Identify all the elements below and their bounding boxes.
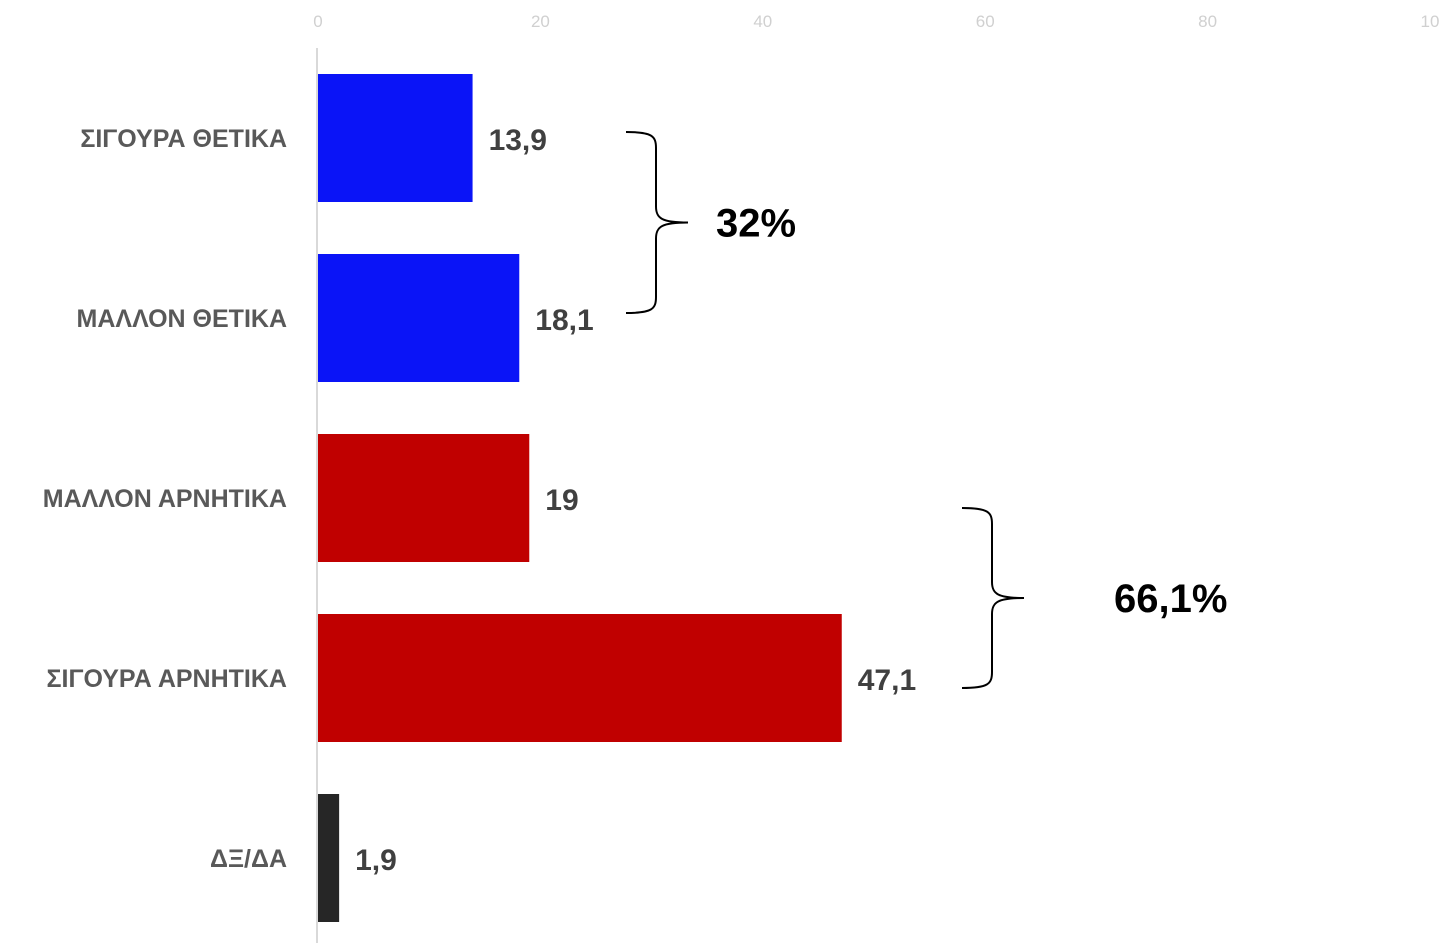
x-tick-label: 40 <box>753 12 772 31</box>
bar <box>318 794 340 922</box>
brace <box>961 507 1025 689</box>
group-total-label: 32% <box>716 202 796 246</box>
value-labels: 13,9 18,1 19 47,1 1,9 <box>355 124 916 877</box>
category-label: ΔΞ/ΔΑ <box>210 845 287 873</box>
bar <box>318 434 530 562</box>
group-total-label: 66,1% <box>1114 577 1227 621</box>
x-tick-label: 60 <box>976 12 995 31</box>
brace <box>625 131 689 314</box>
category-label: ΣΙΓΟΥΡΑ ΑΡΝΗΤΙΚΑ <box>47 665 287 693</box>
x-tick-label: 10 <box>1421 12 1439 31</box>
bar <box>318 614 842 742</box>
bar <box>318 254 520 382</box>
data-label: 19 <box>545 484 578 517</box>
x-tick-label: 0 <box>313 12 322 31</box>
bar <box>318 74 473 202</box>
group-annotations: 32% 66,1% <box>625 131 1227 689</box>
data-label: 1,9 <box>355 844 397 877</box>
data-label: 13,9 <box>489 124 547 157</box>
category-label: ΣΙΓΟΥΡΑ ΘΕΤΙΚΑ <box>80 125 287 153</box>
bars <box>318 74 842 922</box>
x-tick-label: 20 <box>531 12 550 31</box>
category-labels: ΣΙΓΟΥΡΑ ΘΕΤΙΚΑ ΜΑΛΛΟΝ ΘΕΤΙΚΑ ΜΑΛΛΟΝ ΑΡΝΗΤΙ… <box>43 125 287 873</box>
x-axis-ticks: 0 20 40 60 80 10 <box>313 12 1439 31</box>
data-label: 47,1 <box>858 664 916 697</box>
data-label: 18,1 <box>535 304 593 337</box>
category-label: ΜΑΛΛΟΝ ΘΕΤΙΚΑ <box>77 305 287 333</box>
category-label: ΜΑΛΛΟΝ ΑΡΝΗΤΙΚΑ <box>43 485 287 513</box>
x-tick-label: 80 <box>1198 12 1217 31</box>
